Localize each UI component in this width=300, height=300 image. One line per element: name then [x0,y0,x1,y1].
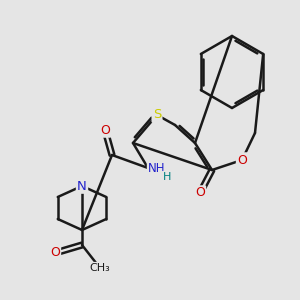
Text: O: O [50,247,60,260]
Text: O: O [195,187,205,200]
Text: O: O [100,124,110,136]
Text: O: O [237,154,247,166]
Text: CH₃: CH₃ [90,263,110,273]
Text: N: N [77,179,87,193]
Text: S: S [153,109,161,122]
Text: H: H [163,172,171,182]
Text: NH: NH [148,161,166,175]
